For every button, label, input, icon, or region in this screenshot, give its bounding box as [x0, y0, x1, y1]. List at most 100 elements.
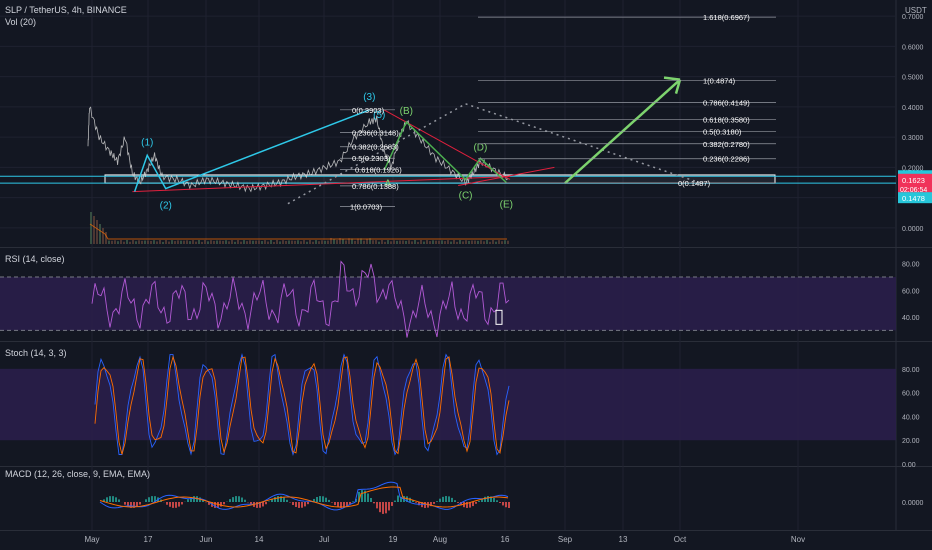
- volume-bar: [375, 240, 377, 244]
- volume-bar: [102, 228, 104, 244]
- volume-bar: [423, 241, 425, 244]
- green-wave-path: [383, 120, 507, 184]
- volume-bar: [477, 240, 479, 244]
- macd-histogram-bar: [148, 497, 150, 502]
- fib-left-label: 0.5(0.2303): [352, 154, 391, 163]
- volume-bar: [498, 240, 500, 244]
- volume-bar: [339, 238, 341, 244]
- green-wave-label: (C): [459, 191, 473, 202]
- volume-bar: [132, 240, 134, 244]
- chart-title: SLP / TetherUS, 4h, BINANCE: [5, 5, 127, 15]
- volume-bar: [354, 240, 356, 244]
- volume-bar: [363, 240, 365, 244]
- x-tick-label: Sep: [558, 535, 573, 544]
- stoch-tick-label: 80.00: [902, 367, 920, 374]
- macd-line: [99, 481, 509, 511]
- volume-bar: [297, 240, 299, 244]
- volume-bar: [471, 240, 473, 244]
- y-tick-label: 0.0000: [902, 226, 924, 233]
- macd-histogram-bar: [127, 502, 129, 507]
- macd-histogram-bar: [451, 497, 453, 502]
- volume-bar: [453, 240, 455, 244]
- macd-histogram-bar: [115, 497, 117, 502]
- rsi-marker: [495, 309, 503, 325]
- macd-histogram-bar: [481, 498, 483, 502]
- macd-histogram-bar: [244, 499, 246, 502]
- macd-histogram-bar: [166, 502, 168, 505]
- macd-histogram-bar: [220, 502, 222, 507]
- macd-histogram-bar: [376, 502, 378, 509]
- volume-bar: [459, 240, 461, 244]
- volume-bar: [123, 241, 125, 244]
- macd-histogram-bar: [352, 501, 354, 502]
- x-tick-label: 17: [144, 535, 153, 544]
- macd-histogram-bar: [460, 502, 462, 506]
- fib-connector-1: [287, 103, 466, 205]
- volume-bar: [504, 240, 506, 244]
- macd-signal-line: [99, 486, 509, 508]
- y-tick-label: 0.7000: [902, 14, 924, 21]
- volume-bar: [291, 240, 293, 244]
- macd-histogram-bar: [172, 502, 174, 508]
- projection-arrowhead: [663, 76, 682, 94]
- macd-histogram-bar: [412, 500, 414, 502]
- rsi-tick-label: 60.00: [902, 288, 920, 295]
- x-tick-label: Jul: [319, 535, 329, 544]
- volume-bar: [276, 240, 278, 244]
- macd-histogram-bar: [136, 502, 138, 507]
- volume-bar: [480, 240, 482, 244]
- macd-histogram-bar: [274, 497, 276, 502]
- macd-histogram-bar: [415, 502, 417, 503]
- volume-bar: [108, 240, 110, 244]
- fib-left-label: 0.786(0.1388): [352, 182, 399, 191]
- volume-bar: [279, 241, 281, 244]
- macd-histogram-bar: [484, 496, 486, 502]
- volume-bar: [366, 238, 368, 244]
- lower-price-text: 0.1478: [902, 194, 925, 203]
- macd-histogram-bar: [145, 499, 147, 502]
- macd-histogram-bar: [133, 502, 135, 508]
- macd-histogram-bar: [454, 500, 456, 502]
- volume-bar: [156, 241, 158, 244]
- volume-bar: [399, 240, 401, 244]
- volume-bar: [216, 240, 218, 244]
- macd-histogram-bar: [349, 502, 351, 505]
- volume-bar: [228, 241, 230, 244]
- macd-histogram-bar: [307, 502, 309, 505]
- macd-histogram-bar: [343, 502, 345, 508]
- rsi-label: RSI (14, close): [5, 254, 65, 264]
- volume-bar: [432, 240, 434, 244]
- macd-histogram-bar: [319, 496, 321, 502]
- volume-bar: [378, 241, 380, 244]
- volume-bar: [330, 238, 332, 244]
- macd-histogram-bar: [301, 502, 303, 508]
- volume-bar: [246, 241, 248, 244]
- volume-bar: [90, 212, 92, 244]
- volume-ma-line: [89, 223, 507, 240]
- macd-histogram-bar: [238, 496, 240, 502]
- macd-histogram-bar: [385, 502, 387, 514]
- volume-bar: [483, 241, 485, 244]
- macd-histogram-bar: [223, 502, 225, 505]
- macd-histogram-bar: [202, 499, 204, 502]
- macd-histogram-bar: [292, 502, 294, 506]
- macd-histogram-bar: [355, 498, 357, 502]
- volume-bar: [258, 240, 260, 244]
- y-tick-label: 0.2000: [902, 165, 924, 172]
- volume-bar: [324, 240, 326, 244]
- volume-bar: [159, 240, 161, 244]
- fib-left-label: 0(0.3903): [352, 106, 385, 115]
- macd-histogram-bar: [322, 496, 324, 502]
- macd-histogram-bar: [283, 497, 285, 502]
- volume-bar: [240, 241, 242, 244]
- volume-bar: [450, 241, 452, 244]
- volume-bar: [345, 240, 347, 244]
- y-tick-label: 0.3000: [902, 135, 924, 142]
- volume-bar: [402, 240, 404, 244]
- macd-histogram-bar: [439, 498, 441, 502]
- macd-histogram-bar: [502, 502, 504, 506]
- volume-bar: [261, 241, 263, 244]
- macd-label: MACD (12, 26, close, 9, EMA, EMA): [5, 469, 150, 479]
- macd-histogram-bar: [334, 502, 336, 506]
